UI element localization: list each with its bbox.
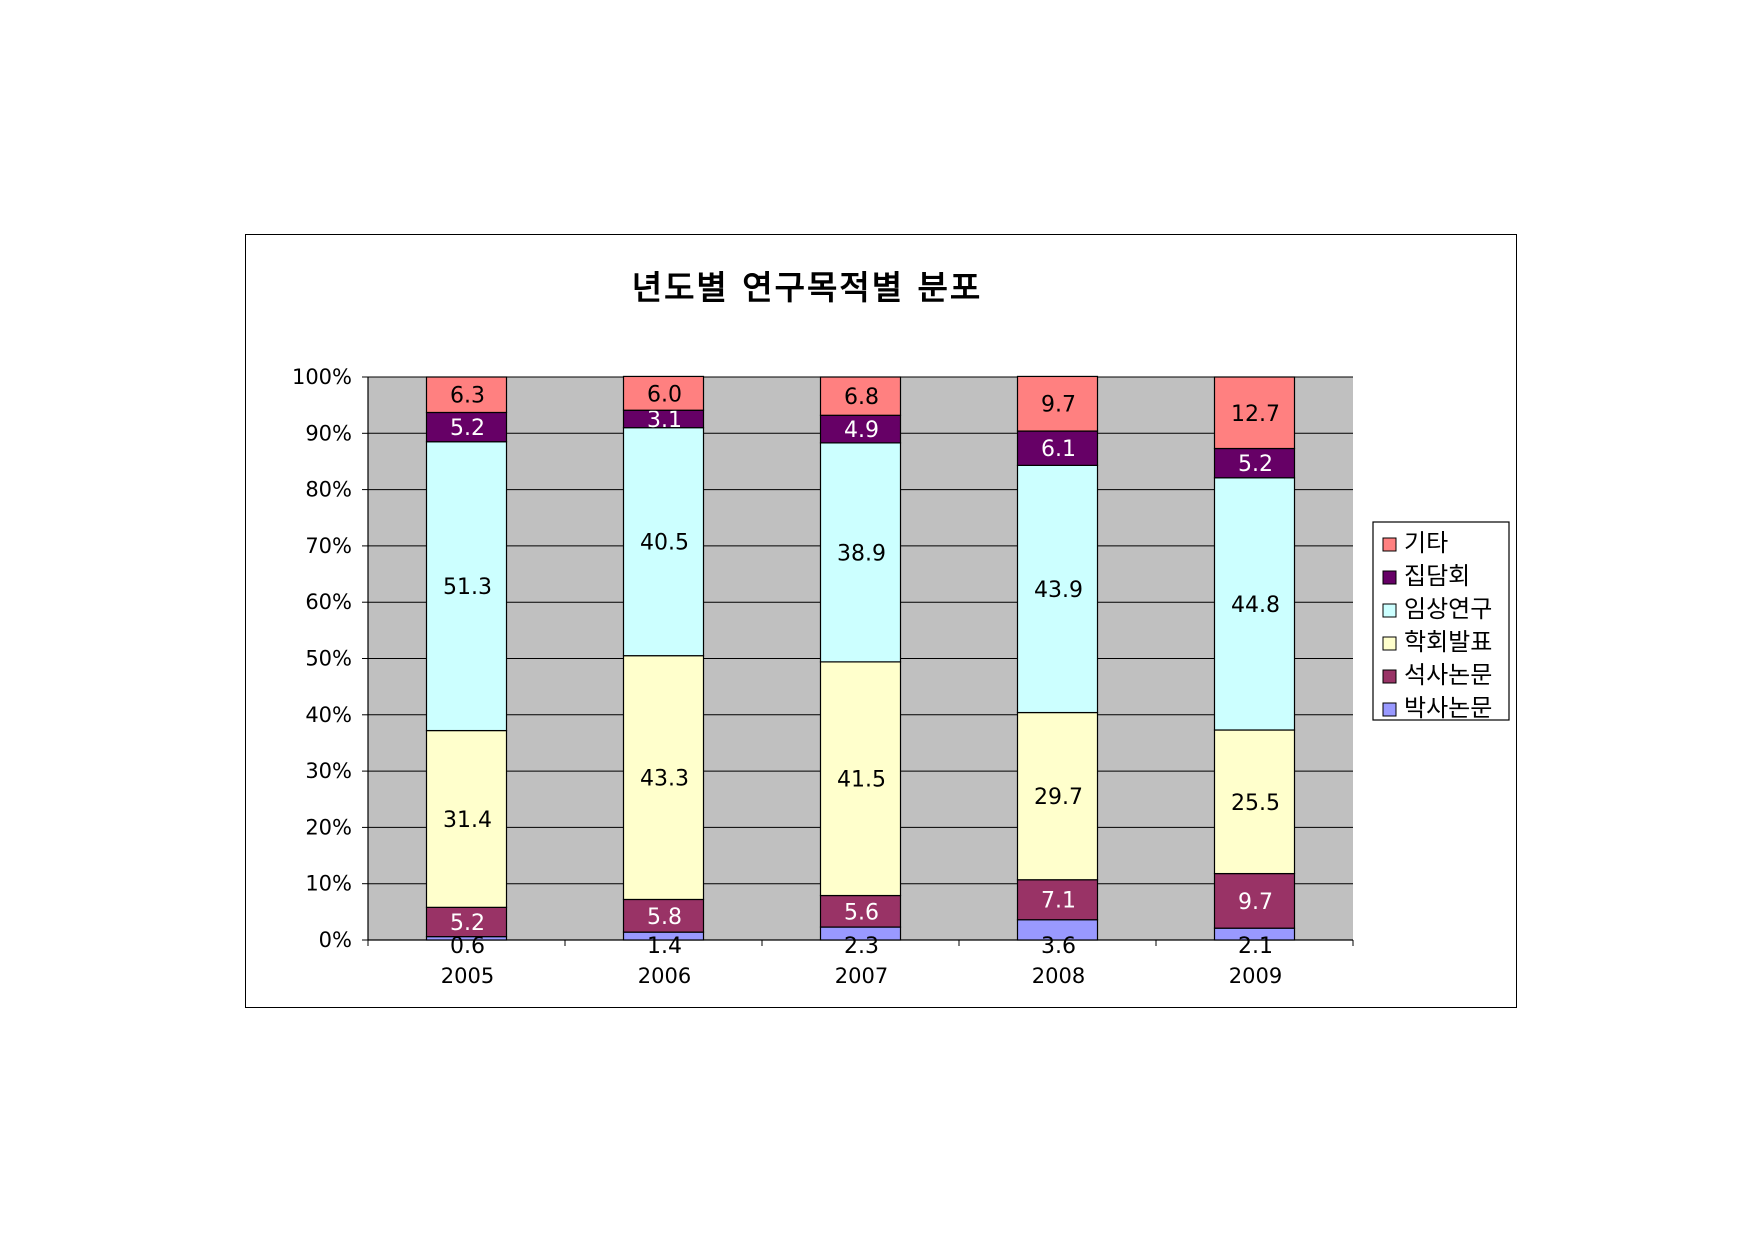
legend-swatch [1382, 537, 1397, 552]
data-label: 40.5 [640, 531, 689, 556]
bar-segment [622, 427, 705, 657]
data-label: 12.7 [1231, 402, 1280, 427]
data-label: 5.2 [450, 911, 485, 936]
data-label: 5.2 [1238, 452, 1273, 477]
legend-swatch [1382, 669, 1397, 684]
data-label: 51.3 [443, 575, 492, 600]
bar-segment [819, 442, 902, 663]
x-tick-label: 2005 [441, 964, 494, 988]
bar-segment [819, 661, 902, 897]
x-tick-label: 2009 [1229, 964, 1282, 988]
y-tick-label: 70% [305, 534, 352, 558]
y-tick-label: 10% [305, 872, 352, 896]
legend-swatch [1382, 603, 1397, 618]
data-label: 3.1 [647, 408, 682, 433]
legend-box [1372, 521, 1510, 721]
bar-segment [1016, 430, 1099, 466]
legend-label: 임상연구 [1404, 595, 1492, 623]
bar-segment [622, 898, 705, 933]
data-label: 29.7 [1034, 785, 1083, 810]
data-label: 1.4 [647, 934, 682, 959]
legend-label: 석사논문 [1404, 661, 1492, 689]
data-label: 6.3 [450, 384, 485, 409]
y-tick-label: 50% [305, 647, 352, 671]
bar-segment [1016, 464, 1099, 714]
data-label: 2.1 [1238, 934, 1273, 959]
bar-segment [819, 414, 902, 444]
bar-segment [622, 375, 705, 411]
data-label: 9.7 [1238, 890, 1273, 915]
x-tick-label: 2006 [638, 964, 691, 988]
x-tick-label: 2008 [1032, 964, 1085, 988]
data-label: 5.6 [844, 900, 879, 925]
bar-segment [425, 376, 508, 414]
y-tick-label: 100% [292, 365, 352, 389]
y-tick-label: 20% [305, 815, 352, 839]
y-tick-label: 0% [319, 928, 352, 952]
data-label: 44.8 [1231, 593, 1280, 618]
bar-segment [1213, 872, 1296, 929]
data-label: 3.6 [1041, 934, 1076, 959]
plot-area: 0%10%20%30%40%50%60%70%80%90%100%0.65.23… [292, 365, 1354, 988]
bar-segment [1016, 375, 1099, 432]
bar-segment [1016, 711, 1099, 881]
chart-title: 년도별 연구목적별 분포 [632, 268, 983, 307]
bar-segment [425, 441, 508, 732]
bar-segment [819, 376, 902, 416]
y-tick-label: 80% [305, 478, 352, 502]
legend-swatch [1382, 570, 1397, 585]
data-label: 5.8 [647, 905, 682, 930]
data-label: 4.9 [844, 418, 879, 443]
y-tick-label: 90% [305, 421, 352, 445]
data-label: 31.4 [443, 808, 492, 833]
bar-segment [1213, 729, 1296, 875]
stacked-bar-chart: 년도별 연구목적별 분포 0% 10% 20% 30% 40% 50% 60% 70% 80% 9… [292, 268, 1510, 988]
data-label: 6.0 [647, 382, 682, 407]
y-tick-label: 30% [305, 759, 352, 783]
data-label: 6.8 [844, 385, 879, 410]
data-label: 43.3 [640, 767, 689, 792]
bar-segment [425, 729, 508, 908]
y-tick-label: 60% [305, 590, 352, 614]
data-label: 25.5 [1231, 791, 1280, 816]
bar-segment [1213, 376, 1296, 450]
data-label: 9.7 [1041, 393, 1076, 418]
data-label: 41.5 [837, 768, 886, 793]
legend-label: 학회발표 [1404, 628, 1492, 656]
legend-label: 박사논문 [1404, 694, 1492, 722]
legend-label: 기타 [1404, 529, 1448, 557]
data-label: 0.6 [450, 934, 485, 959]
data-label: 7.1 [1041, 889, 1076, 914]
legend-swatch [1382, 702, 1397, 717]
data-label: 6.1 [1041, 437, 1076, 462]
legend-label: 집담회 [1404, 562, 1470, 590]
data-label: 2.3 [844, 934, 879, 959]
legend-swatch [1382, 636, 1397, 651]
data-label: 43.9 [1034, 578, 1083, 603]
y-tick-label: 40% [305, 703, 352, 727]
bar-segment [425, 906, 508, 938]
data-label: 38.9 [837, 541, 886, 566]
data-label: 5.2 [450, 416, 485, 441]
bar-segment [622, 655, 705, 901]
x-tick-label: 2007 [835, 964, 888, 988]
chart-frame: 년도별 연구목적별 분포 0% 10% 20% 30% 40% 50% 60% 70% 80% 9… [245, 234, 1517, 1008]
